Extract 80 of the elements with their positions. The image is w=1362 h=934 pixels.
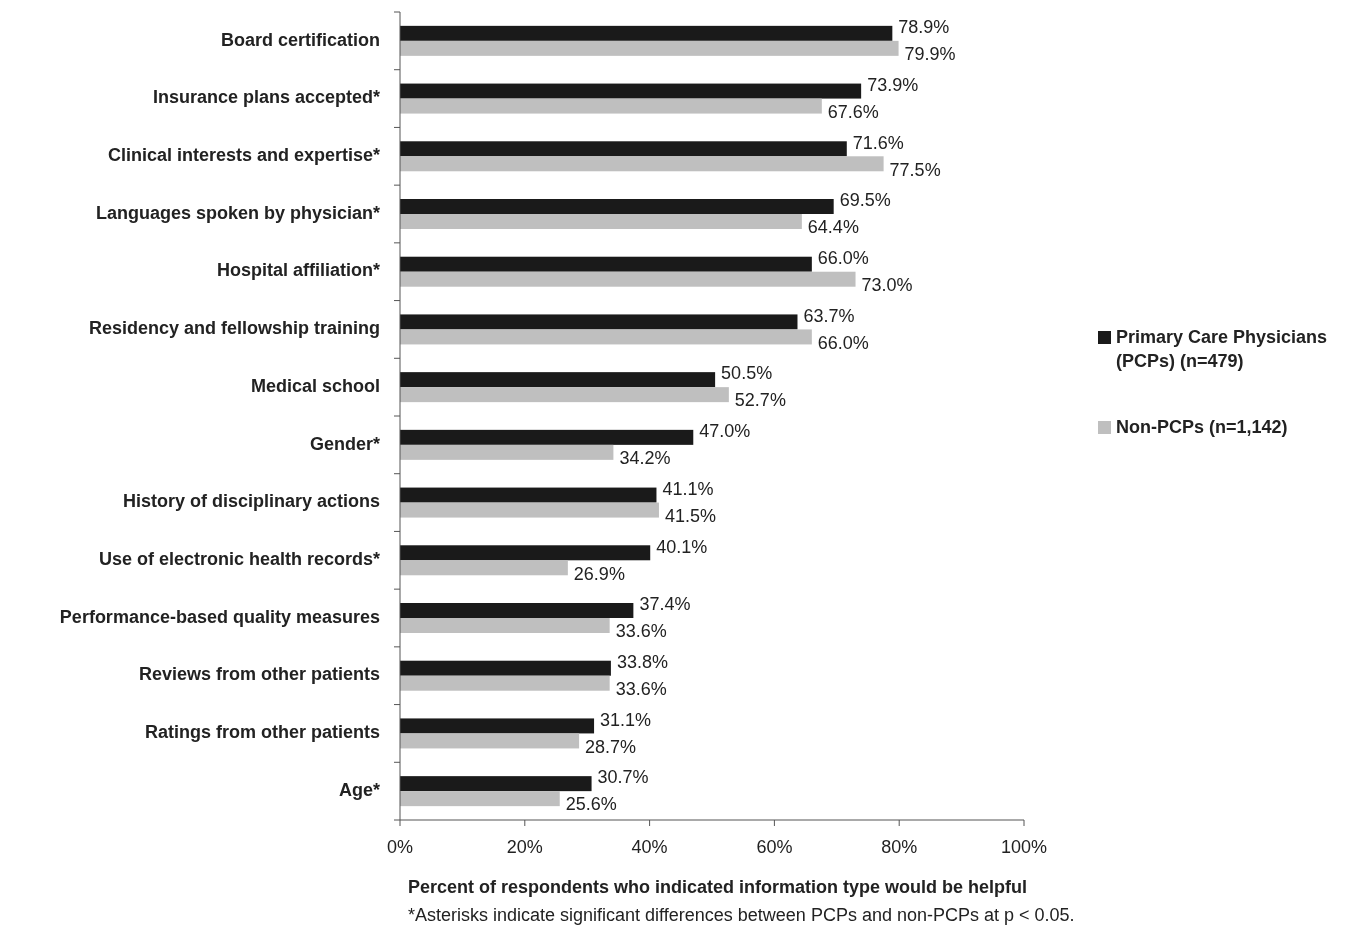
y-tick-label: Age* [338, 779, 380, 800]
bar [400, 618, 610, 633]
legend-label: Primary Care Physicians (PCPs) (n=479) [1116, 326, 1328, 371]
x-tick-label: 80% [881, 837, 918, 857]
bar [400, 40, 899, 56]
y-tick-label: Gender* [309, 433, 380, 454]
legend-label: Non-PCPs (n=1,142) [1116, 416, 1288, 437]
y-tick-label: Performance-based quality measures [59, 606, 380, 627]
data-label: 41.1% [662, 478, 714, 499]
bar [400, 660, 611, 676]
bar [400, 314, 798, 330]
bar [400, 560, 568, 576]
y-tick-label: Ratings from other patients [144, 722, 380, 743]
bar [400, 487, 657, 503]
data-label: 33.6% [615, 678, 667, 699]
bar [400, 256, 812, 272]
bar [400, 603, 634, 618]
bar [400, 776, 592, 792]
bar [400, 502, 659, 518]
bar [400, 199, 834, 214]
data-label: 37.4% [639, 594, 691, 615]
bar [400, 98, 822, 114]
data-label: 31.1% [600, 709, 652, 730]
data-label: 64.4% [807, 217, 859, 238]
data-label: 50.5% [721, 363, 773, 384]
bar [400, 25, 893, 41]
data-label: 28.7% [585, 736, 637, 757]
bar [400, 718, 595, 734]
data-label: 66.0% [817, 247, 869, 268]
y-tick-label: Hospital affiliation* [216, 260, 380, 281]
bar [400, 329, 812, 345]
bar [400, 545, 651, 561]
bar [400, 214, 802, 229]
y-tick-label: Residency and fellowship training [88, 318, 380, 339]
bar [400, 141, 847, 157]
data-label: 47.0% [699, 421, 751, 442]
data-label: 26.9% [573, 563, 625, 584]
data-label: 78.9% [898, 17, 950, 38]
data-label: 33.8% [616, 651, 668, 672]
y-tick-label: Board certification [220, 29, 380, 50]
data-label: 77.5% [889, 159, 941, 180]
data-label: 67.6% [827, 101, 879, 122]
y-tick-label: Reviews from other patients [138, 664, 380, 685]
data-label: 63.7% [803, 305, 855, 326]
y-tick-label: Insurance plans accepted* [152, 87, 380, 108]
bar [400, 83, 862, 99]
data-label: 69.5% [839, 190, 891, 211]
data-label: 52.7% [734, 390, 786, 411]
data-label: 73.9% [867, 74, 919, 95]
x-tick-label: 20% [506, 837, 543, 857]
bar [400, 156, 884, 172]
data-label: 66.0% [817, 332, 869, 353]
data-label: 79.9% [904, 44, 956, 65]
data-label: 73.0% [861, 274, 913, 295]
data-label: 34.2% [619, 448, 671, 469]
bar [400, 271, 856, 287]
x-tick-label: 0% [386, 837, 414, 857]
x-tick-label: 40% [631, 837, 668, 857]
y-tick-label: Medical school [250, 375, 380, 396]
bar [400, 733, 580, 749]
data-label: 40.1% [656, 536, 708, 557]
bar [400, 372, 716, 388]
bar [400, 444, 614, 460]
x-axis-title: Percent of respondents who indicated information type would be helpful [408, 877, 1028, 897]
bar [400, 429, 694, 445]
y-tick-label: Languages spoken by physician* [95, 202, 380, 223]
y-tick-label: Use of electronic health records* [98, 549, 380, 570]
y-tick-label: History of disciplinary actions [122, 491, 380, 512]
bar [400, 387, 729, 403]
data-label: 30.7% [597, 767, 649, 788]
x-tick-label: 60% [756, 837, 793, 857]
text: *Asterisks indicate significant differences between PCPs and non-PCPs at p < 0.05. [408, 905, 1075, 925]
x-tick-label: 100% [1000, 837, 1048, 857]
bar [400, 791, 560, 807]
data-label: 33.6% [615, 621, 667, 642]
data-label: 41.5% [664, 505, 717, 526]
y-tick-label: Clinical interests and expertise* [107, 145, 380, 166]
bar [400, 675, 610, 691]
data-label: 25.6% [565, 794, 617, 815]
data-label: 71.6% [852, 132, 904, 153]
